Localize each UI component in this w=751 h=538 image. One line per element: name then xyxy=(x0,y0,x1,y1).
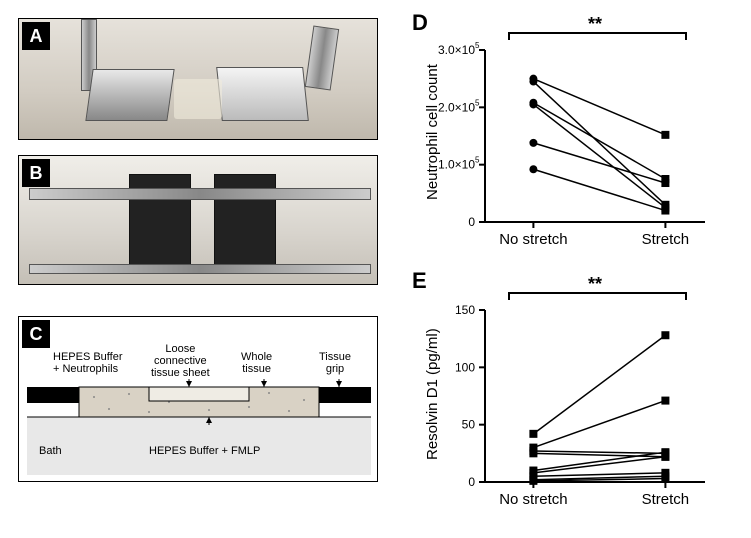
svg-text:No stretch: No stretch xyxy=(499,491,567,508)
panel-e-sigstar: ** xyxy=(588,274,602,295)
svg-text:50: 50 xyxy=(462,418,476,432)
figure-root: A B C HEPES Buffer + Neutrophils Loose c… xyxy=(0,0,751,538)
svg-text:0: 0 xyxy=(468,475,475,489)
panel-e-plot: 0 50 100 150 No stretch Stretch xyxy=(0,0,751,538)
svg-text:150: 150 xyxy=(455,303,475,317)
svg-text:Stretch: Stretch xyxy=(642,491,690,508)
svg-text:100: 100 xyxy=(455,360,475,374)
